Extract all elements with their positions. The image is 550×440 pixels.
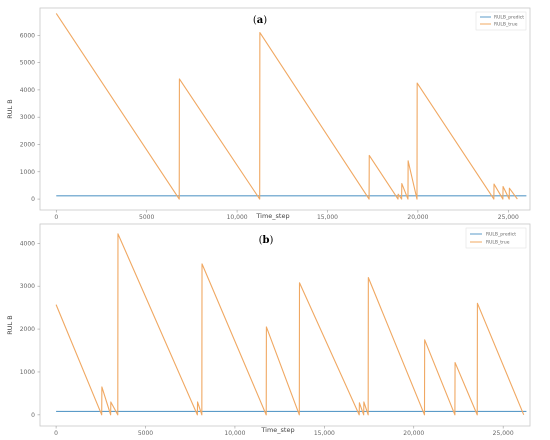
legend-label-true-b: RULB_true xyxy=(486,240,510,246)
plot-frame-b xyxy=(39,223,531,427)
panel-label-a: (a) xyxy=(253,15,267,26)
x-tick-label-b: 5000 xyxy=(138,430,153,437)
series-line-rulb-true-b xyxy=(55,233,525,416)
x-tick-label-a: 25,000 xyxy=(498,214,519,221)
series-line-rulb-true-a xyxy=(55,13,518,200)
x-tick-label-a: 15,000 xyxy=(317,214,338,221)
y-tick-label-a: 0 xyxy=(31,196,35,203)
y-tick-label-a: 5000 xyxy=(20,60,35,67)
panel-b: 0 5000 10,000 15,000 20,000 25,000 0 1000 2000 30… xyxy=(6,223,531,437)
x-tick-label-a: 5000 xyxy=(139,214,154,221)
legend-box-b xyxy=(465,227,527,249)
legend-label-true-a: RULB_true xyxy=(494,22,518,28)
y-tick-label-a: 3000 xyxy=(20,114,35,121)
legend-a: RULB_predict RULB_true xyxy=(475,11,527,31)
legend-b: RULB_predict RULB_true xyxy=(465,227,527,249)
plot-area-b: 0 5000 10,000 15,000 20,000 25,000 0 1000 2000 30… xyxy=(20,233,527,437)
x-tick-label-b: 15,000 xyxy=(314,430,335,437)
y-axis-label-b: RUL B xyxy=(6,315,14,334)
y-tick-label-a: 4000 xyxy=(20,87,35,94)
panel-a: 0 5000 10,000 15,000 20,000 25,000 0 1000 2000 30… xyxy=(6,7,531,221)
x-tick-label-a: 0 xyxy=(54,214,58,221)
plot-area-a: 0 5000 10,000 15,000 20,000 25,000 0 1000 2000 30… xyxy=(20,13,527,221)
panel-label-b: (b) xyxy=(259,235,274,246)
y-tick-label-a: 1000 xyxy=(20,169,35,176)
plot-frame-a xyxy=(39,7,531,211)
x-tick-label-b: 10,000 xyxy=(224,430,245,437)
y-tick-label-b: 4000 xyxy=(20,240,35,247)
legend-label-predict-a: RULB_predict xyxy=(494,15,524,21)
y-tick-label-b: 1000 xyxy=(20,369,35,376)
x-axis-label-b: Time_step xyxy=(260,426,294,434)
y-axis-label-a: RUL B xyxy=(6,99,14,118)
x-tick-label-b: 0 xyxy=(54,430,58,437)
legend-label-predict-b: RULB_predict xyxy=(486,232,516,238)
x-tick-label-b: 20,000 xyxy=(403,430,424,437)
y-tick-label-a: 6000 xyxy=(20,32,35,39)
y-tick-label-b: 3000 xyxy=(20,283,35,290)
x-tick-label-a: 20,000 xyxy=(407,214,428,221)
y-tick-label-a: 2000 xyxy=(20,141,35,148)
x-axis-label-a: Time_step xyxy=(255,212,289,220)
y-tick-label-b: 0 xyxy=(31,412,35,419)
x-tick-label-a: 10,000 xyxy=(227,214,248,221)
x-tick-label-b: 25,000 xyxy=(493,430,514,437)
y-tick-label-b: 2000 xyxy=(20,326,35,333)
